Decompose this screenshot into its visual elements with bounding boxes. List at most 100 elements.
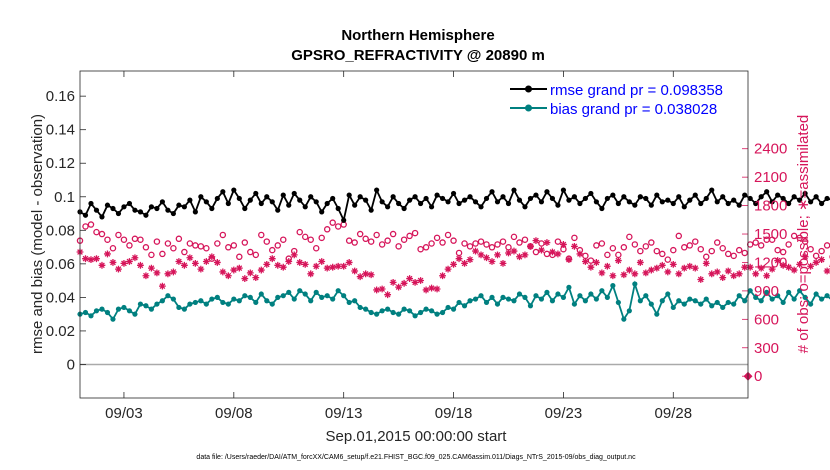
obs-possible-point <box>483 241 490 248</box>
obs-possible-point <box>719 244 726 252</box>
bias-point <box>374 311 380 317</box>
bias-point <box>346 299 352 306</box>
obs-assimilated-point <box>538 246 545 254</box>
rmse-point <box>555 202 561 208</box>
obs-assimilated-point <box>131 254 139 262</box>
y2-tick-label: 1800 <box>754 198 787 215</box>
bias-point <box>417 309 424 316</box>
obs-possible-point <box>757 242 765 249</box>
obs-assimilated-point <box>560 241 567 248</box>
obs-possible-point <box>362 235 369 243</box>
rmse-point <box>489 189 495 195</box>
bias-point <box>549 298 556 304</box>
bias-point <box>747 288 753 294</box>
rmse-point <box>538 199 545 205</box>
obs-possible-point <box>98 230 106 238</box>
bias-point <box>808 301 814 307</box>
obs-possible-point <box>395 243 402 250</box>
rmse-point <box>203 199 209 205</box>
rmse-point <box>808 199 814 205</box>
rmse-point <box>104 202 111 208</box>
obs-assimilated-point <box>499 260 507 267</box>
obs-possible-point <box>587 257 595 264</box>
obs-possible-point <box>280 236 287 243</box>
rmse-point <box>736 202 742 208</box>
obs-assimilated-point <box>230 266 238 274</box>
bias-point <box>692 298 698 304</box>
rmse-point <box>648 202 654 208</box>
bias-point <box>143 303 149 309</box>
obs-possible-point <box>626 233 633 241</box>
obs-possible-point <box>82 223 89 230</box>
obs-possible-point <box>115 231 122 239</box>
obs-assimilated-point <box>675 270 683 278</box>
rmse-point <box>511 187 517 193</box>
rmse-point <box>665 197 671 203</box>
rmse-point <box>126 200 133 207</box>
rmse-point <box>352 202 358 208</box>
rmse-point <box>242 205 248 212</box>
rmse-point <box>82 212 89 218</box>
bias-point <box>819 296 825 302</box>
bias-point <box>115 306 122 312</box>
obs-assimilated-point <box>713 268 721 276</box>
y-tick-label: 0.08 <box>46 222 75 239</box>
bias-point <box>450 306 457 312</box>
rmse-point <box>610 192 616 198</box>
bias-point <box>637 298 643 304</box>
rmse-point <box>544 189 550 195</box>
rmse-point <box>258 200 264 207</box>
obs-assimilated-point <box>576 250 584 258</box>
obs-possible-point <box>609 244 617 252</box>
obs-possible-point <box>785 241 792 248</box>
obs-assimilated-point <box>367 271 375 279</box>
obs-assimilated-point <box>702 260 710 267</box>
rmse-point <box>110 205 116 212</box>
obs-assimilated-point <box>197 265 205 273</box>
obs-assimilated-point <box>428 284 435 292</box>
obs-assimilated-point <box>472 247 479 255</box>
obs-assimilated-point <box>148 264 155 272</box>
obs-assimilated-point <box>307 270 315 278</box>
obs-possible-point <box>807 245 814 253</box>
rmse-point <box>423 195 429 202</box>
rmse-point <box>819 200 825 207</box>
rmse-point <box>577 200 583 207</box>
bias-point <box>264 298 270 304</box>
obs-possible-point <box>329 219 336 226</box>
rmse-point <box>582 195 588 202</box>
obs-assimilated-point <box>768 265 776 273</box>
obs-possible-point <box>604 251 611 259</box>
obs-assimilated-point <box>818 256 826 264</box>
bias-point <box>253 299 259 306</box>
rmse-point <box>593 199 599 205</box>
bias-point <box>527 303 534 309</box>
obs-possible-point <box>400 236 408 243</box>
bias-point <box>769 296 775 302</box>
rmse-point <box>99 214 105 220</box>
bias-point <box>791 296 797 302</box>
bias-point <box>181 306 187 312</box>
obs-assimilated-point <box>175 258 183 265</box>
obs-assimilated-point <box>246 269 254 277</box>
bias-point <box>599 288 605 294</box>
obs-assimilated-point <box>801 253 809 261</box>
chart-subtitle: GPSRO_REFRACTIVITY @ 20890 m <box>291 47 545 64</box>
bias-point <box>494 301 501 307</box>
rmse-point <box>621 194 627 200</box>
bias-point <box>780 299 786 306</box>
rmse-point <box>494 199 501 205</box>
x-tick-label: 09/28 <box>655 405 693 422</box>
obs-assimilated-point <box>466 256 474 264</box>
obs-possible-point <box>186 240 194 247</box>
rmse-point <box>813 194 819 200</box>
rmse-point <box>769 199 775 205</box>
obs-possible-point <box>752 239 759 246</box>
obs-assimilated-point <box>746 263 754 271</box>
bias-point <box>170 296 176 302</box>
rmse-point <box>330 195 336 202</box>
rmse-point <box>802 190 808 197</box>
obs-assimilated-point <box>691 264 699 272</box>
bias-point <box>489 294 495 300</box>
obs-assimilated-point <box>735 270 743 278</box>
